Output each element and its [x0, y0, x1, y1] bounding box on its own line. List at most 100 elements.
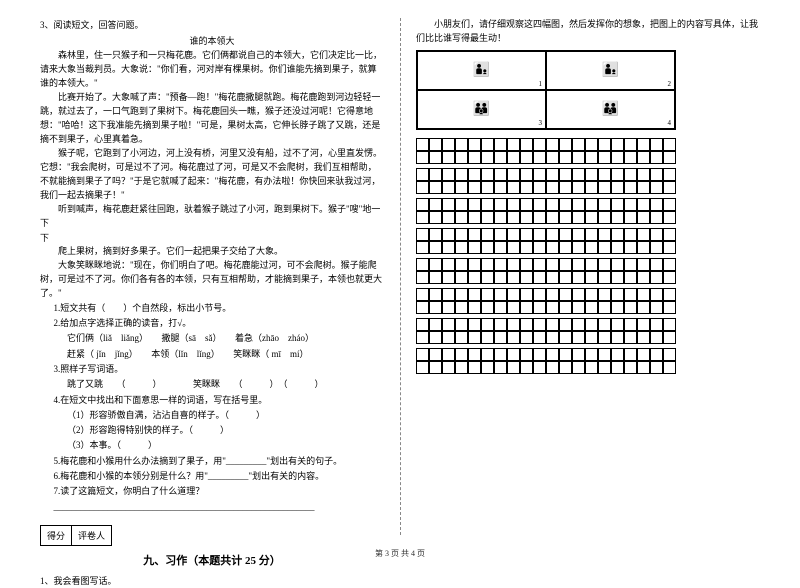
- grid-cell: [442, 198, 455, 211]
- grid-cell: [637, 211, 650, 224]
- grid-cell: [494, 198, 507, 211]
- pic-num-1: 1: [539, 80, 543, 88]
- grid-cell: [585, 138, 598, 151]
- grid-cell: [572, 151, 585, 164]
- grid-cell: [455, 288, 468, 301]
- grid-cell: [663, 288, 676, 301]
- grid-cell: [546, 181, 559, 194]
- grid-cell: [598, 198, 611, 211]
- grid-cell: [468, 211, 481, 224]
- grid-cell: [624, 138, 637, 151]
- grid-cell: [572, 258, 585, 271]
- grid-cell: [416, 151, 429, 164]
- grid-cell: [481, 228, 494, 241]
- grid-cell: [637, 228, 650, 241]
- paragraph-2: 比赛开始了。大象喊了声："预备—跑！"梅花鹿撒腿就跑。梅花鹿跑到河边轻轻一跳，就…: [40, 91, 384, 147]
- grid-cell: [481, 361, 494, 374]
- grid-cell: [442, 288, 455, 301]
- grid-cell: [442, 241, 455, 254]
- grid-cell: [481, 138, 494, 151]
- grid-row: [416, 241, 760, 254]
- grid-cell: [663, 138, 676, 151]
- grid-cell: [585, 331, 598, 344]
- grid-cell: [650, 198, 663, 211]
- grid-cell: [468, 258, 481, 271]
- grid-cell: [468, 301, 481, 314]
- grid-cell: [455, 241, 468, 254]
- grid-cell: [481, 288, 494, 301]
- grid-cell: [598, 168, 611, 181]
- grid-cell: [533, 288, 546, 301]
- grid-cell: [650, 288, 663, 301]
- grid-cell: [468, 331, 481, 344]
- grid-cell: [559, 258, 572, 271]
- grid-cell: [598, 241, 611, 254]
- grid-cell: [572, 241, 585, 254]
- grid-row: [416, 198, 760, 211]
- grid-cell: [442, 228, 455, 241]
- writing-grid: [416, 138, 760, 374]
- paragraph-4b: 下: [40, 231, 384, 245]
- grid-cell: [546, 151, 559, 164]
- grid-cell: [481, 271, 494, 284]
- grid-cell: [494, 228, 507, 241]
- grid-cell: [546, 228, 559, 241]
- grid-cell: [624, 348, 637, 361]
- grid-cell: [598, 151, 611, 164]
- grid-cell: [442, 181, 455, 194]
- grid-row: [416, 138, 760, 151]
- grid-cell: [624, 288, 637, 301]
- grid-cell: [494, 241, 507, 254]
- grid-cell: [650, 211, 663, 224]
- grid-cell: [559, 181, 572, 194]
- grid-cell: [429, 301, 442, 314]
- grid-cell: [429, 288, 442, 301]
- grid-cell: [650, 258, 663, 271]
- grid-cell: [520, 331, 533, 344]
- grid-cell: [507, 348, 520, 361]
- grid-cell: [585, 211, 598, 224]
- grid-cell: [572, 181, 585, 194]
- grid-cell: [650, 151, 663, 164]
- sub-q5: 5.梅花鹿和小猴用什么办法摘到了果子，用"_________"划出有关的句子。: [54, 454, 385, 469]
- grid-cell: [611, 211, 624, 224]
- grid-cell: [533, 168, 546, 181]
- grid-cell: [507, 331, 520, 344]
- grid-cell: [585, 228, 598, 241]
- story-title: 谁的本领大: [40, 34, 384, 47]
- grid-cell: [637, 258, 650, 271]
- grid-cell: [637, 198, 650, 211]
- grid-cell: [598, 228, 611, 241]
- grid-row: [416, 151, 760, 164]
- grid-cell: [416, 198, 429, 211]
- person-icon: 👨‍👦: [602, 62, 619, 79]
- grid-cell: [442, 211, 455, 224]
- picture-cell-1: 👨‍👦 1: [417, 51, 546, 90]
- sub-q4: 4.在短文中找出和下面意思一样的词语，写在括号里。: [54, 393, 385, 408]
- grid-cell: [520, 211, 533, 224]
- grid-cell: [416, 138, 429, 151]
- grid-cell: [468, 151, 481, 164]
- grid-cell: [533, 138, 546, 151]
- grid-cell: [663, 301, 676, 314]
- grid-cell: [585, 318, 598, 331]
- grid-cell: [494, 168, 507, 181]
- grid-cell: [572, 198, 585, 211]
- grid-cell: [585, 181, 598, 194]
- grid-cell: [572, 211, 585, 224]
- grid-cell: [663, 168, 676, 181]
- picture-cell-4: 👪 4: [546, 90, 675, 129]
- grid-cell: [442, 361, 455, 374]
- grid-cell: [520, 198, 533, 211]
- score-cell-score: 得分: [40, 525, 72, 546]
- grid-cell: [429, 348, 442, 361]
- grid-cell: [533, 331, 546, 344]
- grid-cell: [481, 241, 494, 254]
- grid-cell: [598, 288, 611, 301]
- grid-cell: [546, 318, 559, 331]
- sub-q1: 1.短文共有（ ）个自然段，标出小节号。: [54, 301, 385, 316]
- grid-cell: [559, 228, 572, 241]
- writing-intro: 小朋友们，请仔细观察这四幅图，然后发挥你的想象，把图上的内容写具体，让我们比比谁…: [416, 18, 760, 46]
- grid-cell: [468, 241, 481, 254]
- grid-cell: [585, 168, 598, 181]
